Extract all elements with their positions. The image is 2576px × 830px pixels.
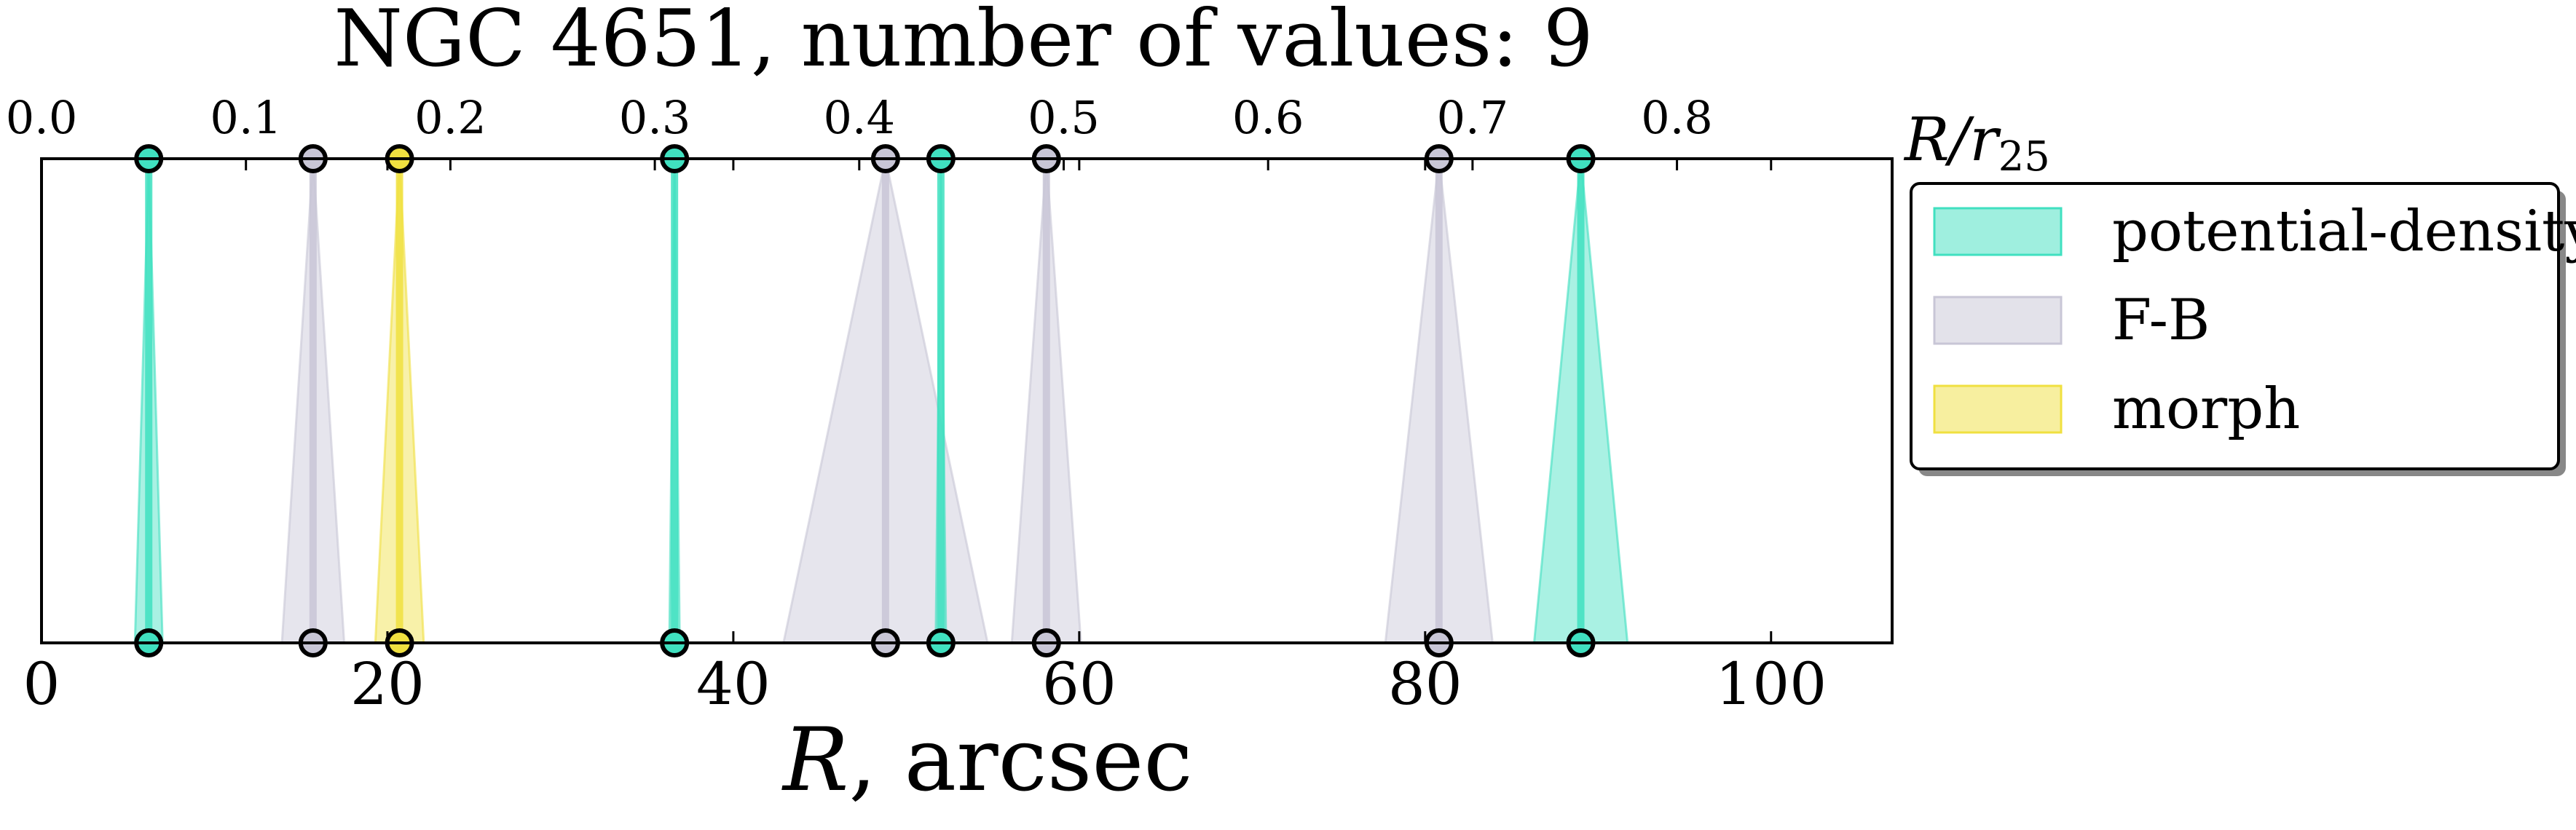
x-tick-label: 100 (1715, 650, 1827, 718)
x-tick-label: 40 (696, 650, 771, 718)
top-axis: 0.0 0.1 0.2 0.3 0.4 0.5 0.6 0.7 0.8 (6, 91, 1713, 170)
legend-label: morph (2112, 376, 2300, 442)
chart-title: NGC 4651, number of values: 9 (334, 0, 1593, 84)
bottom-axis: 0 20 40 60 80 100 (23, 159, 1827, 718)
top-tick-label: 0.7 (1437, 91, 1509, 144)
top-tick-label: 0.2 (414, 91, 487, 144)
plot-frame (40, 157, 1894, 644)
x-axis-label-main: R (781, 710, 848, 811)
x-tick-label: 60 (1042, 650, 1116, 718)
legend-swatch (1933, 296, 2063, 345)
x-tick-label: 0 (23, 650, 60, 718)
top-tick-label: 0.3 (619, 91, 691, 144)
top-tick-label: 0.0 (6, 91, 78, 144)
top-tick-label: 0.1 (210, 91, 282, 144)
legend-swatch (1933, 207, 2063, 256)
legend-label: potential-density (2112, 199, 2576, 264)
legend-label: F-B (2112, 288, 2210, 353)
top-tick-label: 0.6 (1232, 91, 1304, 144)
plot-intervals (133, 144, 1629, 657)
legend-swatch (1933, 384, 2063, 434)
top-axis-label-sub: 25 (1998, 133, 2050, 181)
legend-items: potential-density F-B morph (1933, 199, 2576, 442)
top-axis-label-main: R/r (1903, 106, 2001, 175)
legend: potential-density F-B morph (1910, 182, 2576, 476)
x-axis-label-unit: , arcsec (848, 710, 1192, 811)
x-axis-label: R, arcsec (781, 710, 1193, 811)
x-tick-label: 20 (350, 650, 425, 718)
top-tick-label: 0.4 (823, 91, 895, 144)
top-axis-label: R/r25 (1903, 106, 2050, 181)
legend-box (1910, 182, 2560, 470)
top-tick-label: 0.8 (1641, 91, 1713, 144)
top-tick-label: 0.5 (1028, 91, 1100, 144)
x-tick-label: 80 (1388, 650, 1462, 718)
